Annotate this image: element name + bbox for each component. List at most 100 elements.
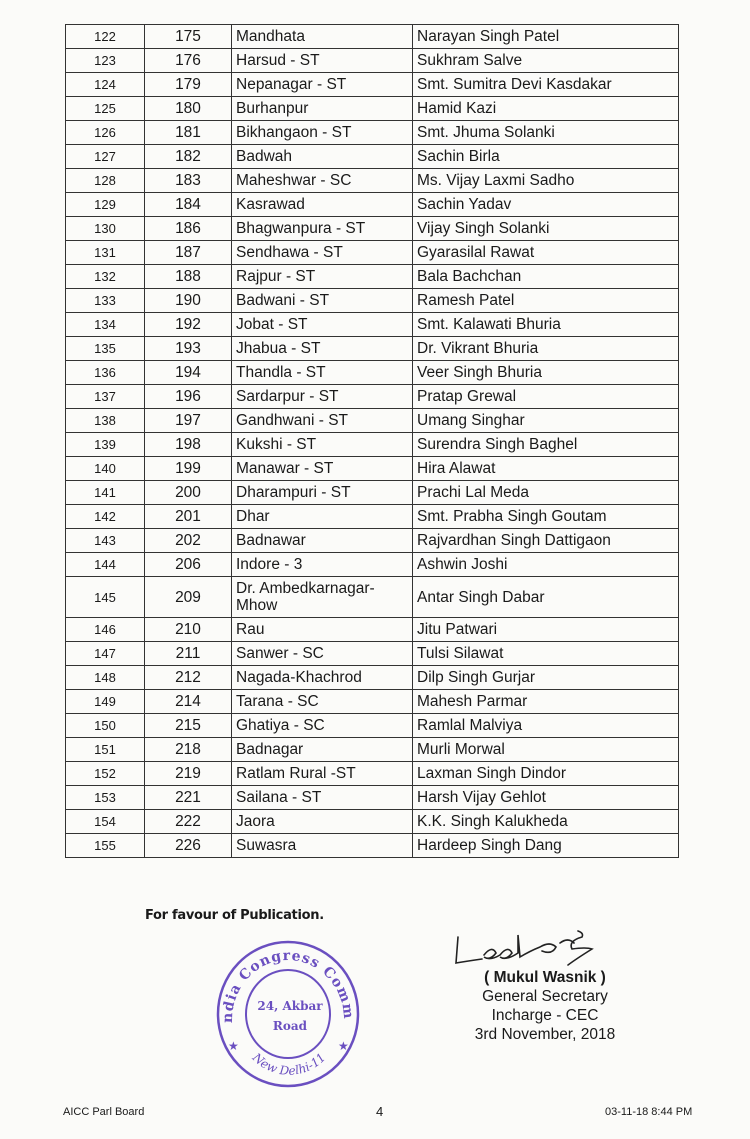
- table-row: 148 212 Nagada-Khachrod Dilp Singh Gurjar: [65, 665, 679, 690]
- table-row: 137 196 Sardarpur - ST Pratap Grewal: [65, 384, 679, 409]
- constituency-name: Indore - 3: [231, 552, 413, 577]
- constituency-number: 202: [144, 528, 232, 553]
- candidate-name: Hardeep Singh Dang: [412, 833, 679, 858]
- candidate-name: Sachin Yadav: [412, 192, 679, 217]
- constituency-name: Jaora: [231, 809, 413, 834]
- constituency-name: Suwasra: [231, 833, 413, 858]
- footer-timestamp: 03-11-18 8:44 PM: [605, 1106, 693, 1118]
- constituency-name: Rau: [231, 617, 413, 642]
- constituency-name: Badwah: [231, 144, 413, 169]
- constituency-name: Sardarpur - ST: [231, 384, 413, 409]
- constituency-number: 226: [144, 833, 232, 858]
- serial-number: 125: [65, 96, 145, 121]
- table-row: 138 197 Gandhwani - ST Umang Singhar: [65, 408, 679, 433]
- constituency-name: Jhabua - ST: [231, 336, 413, 361]
- candidate-name: Smt. Sumitra Devi Kasdakar: [412, 72, 679, 97]
- candidate-name: Pratap Grewal: [412, 384, 679, 409]
- serial-number: 128: [65, 168, 145, 193]
- candidate-name: Umang Singhar: [412, 408, 679, 433]
- constituency-number: 197: [144, 408, 232, 433]
- table-row: 144 206 Indore - 3 Ashwin Joshi: [65, 552, 679, 577]
- constituency-number: 181: [144, 120, 232, 145]
- constituency-number: 196: [144, 384, 232, 409]
- signatory-title: General Secretary: [482, 988, 608, 1005]
- constituency-name: Gandhwani - ST: [231, 408, 413, 433]
- serial-number: 146: [65, 617, 145, 642]
- constituency-number: 179: [144, 72, 232, 97]
- table-row: 131 187 Sendhawa - ST Gyarasilal Rawat: [65, 240, 679, 265]
- table-row: 123 176 Harsud - ST Sukhram Salve: [65, 48, 679, 73]
- candidate-name: Prachi Lal Meda: [412, 480, 679, 505]
- constituency-number: 214: [144, 689, 232, 714]
- constituency-number: 186: [144, 216, 232, 241]
- serial-number: 142: [65, 504, 145, 529]
- constituency-number: 209: [144, 576, 232, 618]
- constituency-number: 193: [144, 336, 232, 361]
- serial-number: 141: [65, 480, 145, 505]
- constituency-name: Dhar: [231, 504, 413, 529]
- constituency-name: Tarana - SC: [231, 689, 413, 714]
- candidate-name: Ms. Vijay Laxmi Sadho: [412, 168, 679, 193]
- constituency-name: Ghatiya - SC: [231, 713, 413, 738]
- constituency-name: Badnagar: [231, 737, 413, 762]
- candidate-name: Dr. Vikrant Bhuria: [412, 336, 679, 361]
- candidate-name: Hamid Kazi: [412, 96, 679, 121]
- table-row: 142 201 Dhar Smt. Prabha Singh Goutam: [65, 504, 679, 529]
- candidate-name: Smt. Prabha Singh Goutam: [412, 504, 679, 529]
- table-row: 140 199 Manawar - ST Hira Alawat: [65, 456, 679, 481]
- table-row: 126 181 Bikhangaon - ST Smt. Jhuma Solanki: [65, 120, 679, 145]
- candidate-name: Hira Alawat: [412, 456, 679, 481]
- constituency-name: Rajpur - ST: [231, 264, 413, 289]
- constituency-number: 188: [144, 264, 232, 289]
- constituency-name: Maheshwar - SC: [231, 168, 413, 193]
- constituency-number: 194: [144, 360, 232, 385]
- constituency-name: Ratlam Rural -ST: [231, 761, 413, 786]
- constituency-number: 222: [144, 809, 232, 834]
- constituency-number: 210: [144, 617, 232, 642]
- serial-number: 135: [65, 336, 145, 361]
- constituency-name: Bikhangaon - ST: [231, 120, 413, 145]
- table-row: 122 175 Mandhata Narayan Singh Patel: [65, 24, 679, 49]
- serial-number: 155: [65, 833, 145, 858]
- table-row: 150 215 Ghatiya - SC Ramlal Malviya: [65, 713, 679, 738]
- constituency-number: 184: [144, 192, 232, 217]
- constituency-number: 201: [144, 504, 232, 529]
- serial-number: 150: [65, 713, 145, 738]
- constituency-name: Burhanpur: [231, 96, 413, 121]
- candidate-name: Laxman Singh Dindor: [412, 761, 679, 786]
- constituency-number: 182: [144, 144, 232, 169]
- serial-number: 136: [65, 360, 145, 385]
- constituency-name: Manawar - ST: [231, 456, 413, 481]
- table-row: 154 222 Jaora K.K. Singh Kalukheda: [65, 809, 679, 834]
- constituency-name: Jobat - ST: [231, 312, 413, 337]
- table-row: 146 210 Rau Jitu Patwari: [65, 617, 679, 642]
- table-row: 134 192 Jobat - ST Smt. Kalawati Bhuria: [65, 312, 679, 337]
- candidate-name: Murli Morwal: [412, 737, 679, 762]
- serial-number: 122: [65, 24, 145, 49]
- candidate-name: Jitu Patwari: [412, 617, 679, 642]
- constituency-name: Badnawar: [231, 528, 413, 553]
- table-row: 147 211 Sanwer - SC Tulsi Silawat: [65, 641, 679, 666]
- constituency-name: Dharampuri - ST: [231, 480, 413, 505]
- serial-number: 143: [65, 528, 145, 553]
- table-row: 155 226 Suwasra Hardeep Singh Dang: [65, 833, 679, 858]
- serial-number: 134: [65, 312, 145, 337]
- serial-number: 153: [65, 785, 145, 810]
- constituency-name: Sendhawa - ST: [231, 240, 413, 265]
- footer-left: AICC Parl Board: [63, 1106, 145, 1118]
- serial-number: 130: [65, 216, 145, 241]
- constituency-name: Kasrawad: [231, 192, 413, 217]
- constituency-number: 183: [144, 168, 232, 193]
- constituency-name: Nepanagar - ST: [231, 72, 413, 97]
- stamp-center-line2: Road: [273, 1019, 308, 1033]
- constituency-number: 221: [144, 785, 232, 810]
- candidate-name: Ramlal Malviya: [412, 713, 679, 738]
- table-row: 145 209 Dr. Ambedkarnagar-Mhow Antar Singh …: [65, 576, 679, 618]
- constituency-number: 199: [144, 456, 232, 481]
- serial-number: 126: [65, 120, 145, 145]
- constituency-number: 211: [144, 641, 232, 666]
- constituency-name: Nagada-Khachrod: [231, 665, 413, 690]
- candidate-name: Tulsi Silawat: [412, 641, 679, 666]
- table-row: 149 214 Tarana - SC Mahesh Parmar: [65, 689, 679, 714]
- serial-number: 144: [65, 552, 145, 577]
